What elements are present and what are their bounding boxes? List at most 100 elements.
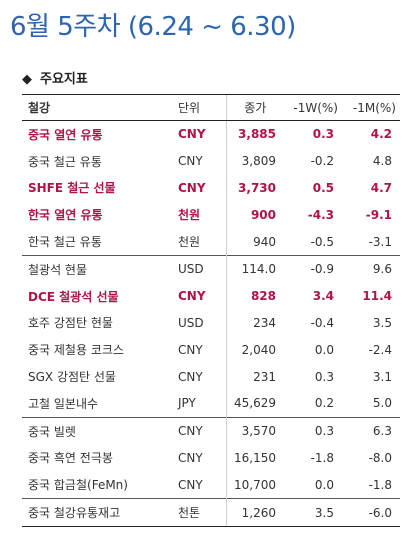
row-name: 중국 흑연 전극봉	[28, 451, 113, 466]
row-change-1m: 6.3	[342, 416, 400, 445]
diamond-icon: ◆	[22, 72, 32, 87]
table-row: 중국 철강유통재고 천톤 1,260 3.5 -6.0	[22, 498, 400, 527]
row-change-1m: 9.6	[342, 254, 400, 283]
row-change-1w: 3.4	[312, 289, 334, 304]
table-row: 중국 빌렛 CNY 3,570 0.3 6.3	[22, 416, 400, 445]
row-change-1w: -0.9	[284, 254, 342, 283]
row-change-1w: -0.2	[310, 154, 334, 169]
table-row: 한국 철근 유통 천원 940 -0.5 -3.1	[22, 228, 400, 256]
row-close: 3,730	[225, 174, 284, 202]
row-name: 중국 합금철(FeMn)	[28, 478, 128, 493]
row-close: 114.0	[225, 254, 284, 283]
row-change-1w: 0.3	[314, 369, 334, 384]
row-unit: CNY	[174, 416, 226, 445]
row-change-1w: 0.0	[314, 342, 334, 357]
row-change-1w: 0.2	[314, 396, 334, 411]
table-row: DCE 철광석 선물 CNY 828 3.4 11.4	[22, 282, 400, 310]
table-row: SGX 강점탄 선물 CNY 231 0.3 3.1	[22, 363, 400, 390]
row-close: 900	[225, 201, 284, 229]
row-change-1w: -0.4	[310, 315, 334, 330]
table-row: 중국 흑연 전극봉 CNY 16,150 -1.8 -8.0	[22, 444, 400, 472]
page-title: 6월 5주차 (6.24 ~ 6.30)	[10, 12, 296, 42]
table-row: 철광석 현물 USD 114.0 -0.9 9.6	[22, 254, 400, 283]
row-name: SHFE 철근 선물	[28, 181, 116, 196]
row-unit: USD	[178, 315, 204, 330]
row-name: 중국 철근 유통	[28, 154, 102, 169]
row-name: 호주 강점탄 현물	[28, 316, 113, 331]
row-change-1m: -3.1	[368, 234, 392, 249]
table-row: 고철 일본내수 JPY 45,629 0.2 5.0	[22, 389, 400, 418]
row-change-1m: 3.1	[372, 369, 392, 384]
row-change-1m: -2.4	[368, 342, 392, 357]
indicator-table: 철강 단위 종가 -1W(%) -1M(%) 중국 열연 유통 CNY 3,885 0…	[22, 94, 400, 527]
header-1w: -1W(%)	[284, 94, 342, 121]
row-change-1m: -9.1	[365, 207, 392, 222]
section-label: 주요지표	[40, 72, 88, 87]
table-row: 한국 열연 유통 천원 900 -4.3 -9.1	[22, 201, 400, 229]
row-name: 고철 일본내수	[28, 396, 99, 411]
row-unit: CNY	[178, 154, 203, 169]
row-change-1w: 0.5	[312, 180, 334, 195]
table-row: 중국 합금철(FeMn) CNY 10,700 0.0 -1.8	[22, 471, 400, 499]
row-name: DCE 철광석 선물	[28, 289, 119, 304]
table-row: 중국 열연 유통 CNY 3,885 0.3 4.2	[22, 120, 400, 148]
row-close: 3,570	[225, 416, 284, 445]
row-change-1m: 3.5	[372, 315, 392, 330]
row-close: 3,885	[225, 120, 284, 148]
header-category: 철강	[22, 94, 174, 121]
header-1m: -1M(%)	[342, 94, 400, 121]
row-unit: 천톤	[174, 498, 226, 527]
row-close: 45,629	[225, 389, 284, 418]
row-change-1w: 0.0	[314, 477, 334, 492]
table-row: 중국 제철용 코크스 CNY 2,040 0.0 -2.4	[22, 336, 400, 364]
row-name: SGX 강점탄 선물	[28, 370, 116, 385]
row-close: 3,809	[225, 147, 284, 175]
row-unit: CNY	[178, 289, 206, 304]
row-close: 16,150	[225, 444, 284, 472]
row-name: 중국 제철용 코크스	[28, 343, 124, 358]
section-heading: ◆ 주요지표	[22, 68, 88, 87]
row-change-1w: -4.3	[307, 207, 334, 222]
row-unit: 천원	[178, 235, 201, 250]
row-unit: CNY	[178, 127, 206, 142]
header-unit: 단위	[174, 94, 226, 121]
row-unit: CNY	[178, 450, 203, 465]
row-close: 231	[225, 363, 284, 390]
row-change-1m: 11.4	[362, 289, 392, 304]
row-unit: USD	[174, 254, 226, 283]
header-close: 종가	[225, 94, 284, 121]
row-name: 중국 철강유통재고	[22, 498, 174, 527]
row-unit: CNY	[178, 180, 206, 195]
row-close: 234	[225, 309, 284, 337]
row-change-1w: 0.3	[312, 127, 334, 142]
row-change-1m: 4.2	[370, 127, 392, 142]
row-change-1w: 3.5	[284, 498, 342, 527]
row-change-1w: -1.8	[310, 450, 334, 465]
row-name: 한국 열연 유통	[28, 208, 103, 223]
row-name: 한국 철근 유통	[28, 235, 102, 250]
row-close: 828	[225, 282, 284, 310]
row-change-1m: 5.0	[372, 396, 392, 411]
row-unit: CNY	[178, 369, 203, 384]
row-change-1w: -0.5	[310, 234, 334, 249]
table-header-row: 철강 단위 종가 -1W(%) -1M(%)	[22, 94, 400, 121]
table-row: 호주 강점탄 현물 USD 234 -0.4 3.5	[22, 309, 400, 337]
row-unit: CNY	[178, 477, 203, 492]
row-close: 1,260	[225, 498, 284, 527]
row-change-1m: -1.8	[368, 477, 392, 492]
row-unit: CNY	[178, 342, 203, 357]
row-unit: 천원	[178, 208, 201, 223]
row-close: 940	[225, 228, 284, 256]
row-name: 철광석 현물	[22, 254, 174, 283]
row-change-1m: 4.8	[372, 154, 392, 169]
row-change-1m: -8.0	[368, 450, 392, 465]
table-row: SHFE 철근 선물 CNY 3,730 0.5 4.7	[22, 174, 400, 202]
row-change-1m: 4.7	[370, 180, 392, 195]
row-change-1m: -6.0	[342, 498, 400, 527]
row-change-1w: 0.3	[284, 416, 342, 445]
row-close: 2,040	[225, 336, 284, 364]
table-row: 중국 철근 유통 CNY 3,809 -0.2 4.8	[22, 147, 400, 175]
row-unit: JPY	[178, 396, 196, 411]
row-name: 중국 열연 유통	[28, 127, 103, 142]
row-close: 10,700	[225, 471, 284, 499]
